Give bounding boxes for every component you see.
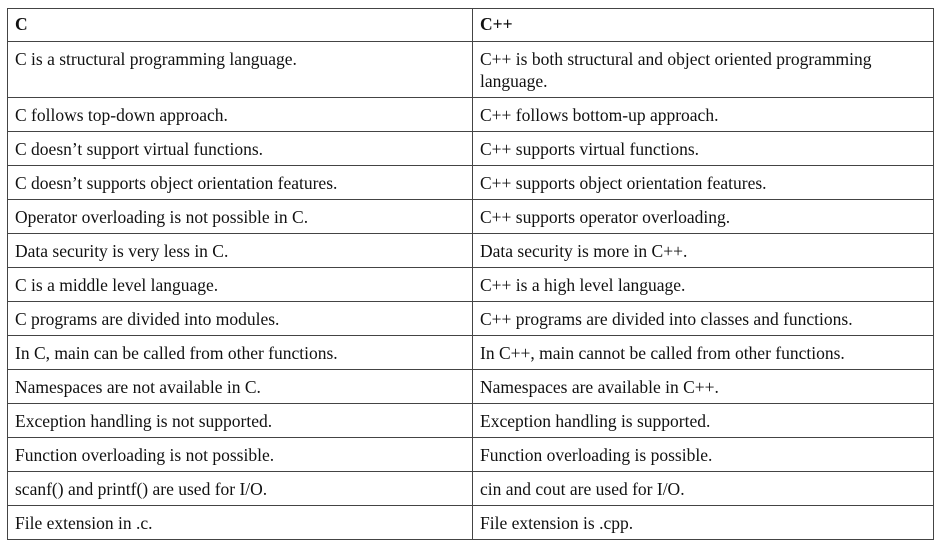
cell-c: C doesn’t supports object orientation fe… bbox=[7, 165, 473, 200]
cell-cpp: Data security is more in C++. bbox=[472, 233, 934, 268]
comparison-table-container: C C++ C is a structural programming lang… bbox=[7, 8, 934, 540]
table-row: C is a middle level language. C++ is a h… bbox=[7, 267, 934, 302]
header-row: C C++ bbox=[7, 8, 934, 42]
cell-cpp: C++ supports operator overloading. bbox=[472, 199, 934, 234]
cell-c: Exception handling is not supported. bbox=[7, 403, 473, 438]
table-row: Function overloading is not possible. Fu… bbox=[7, 437, 934, 472]
cell-c: Data security is very less in C. bbox=[7, 233, 473, 268]
cell-c: File extension in .c. bbox=[7, 505, 473, 540]
cell-c: scanf() and printf() are used for I/O. bbox=[7, 471, 473, 506]
cell-c: C follows top-down approach. bbox=[7, 97, 473, 132]
table-row: scanf() and printf() are used for I/O. c… bbox=[7, 471, 934, 506]
table-row: Namespaces are not available in C. Names… bbox=[7, 369, 934, 404]
header-c: C bbox=[7, 8, 473, 42]
cell-cpp: In C++, main cannot be called from other… bbox=[472, 335, 934, 370]
cell-cpp: C++ supports virtual functions. bbox=[472, 131, 934, 166]
cell-cpp: C++ follows bottom-up approach. bbox=[472, 97, 934, 132]
cell-c: C is a middle level language. bbox=[7, 267, 473, 302]
header-cpp: C++ bbox=[472, 8, 934, 42]
cell-cpp: File extension is .cpp. bbox=[472, 505, 934, 540]
cell-c: In C, main can be called from other func… bbox=[7, 335, 473, 370]
cell-cpp: Namespaces are available in C++. bbox=[472, 369, 934, 404]
table-row: C doesn’t support virtual functions. C++… bbox=[7, 131, 934, 166]
cell-cpp: cin and cout are used for I/O. bbox=[472, 471, 934, 506]
cell-cpp: C++ supports object orientation features… bbox=[472, 165, 934, 200]
table-body: C is a structural programming language. … bbox=[7, 41, 934, 540]
table-row: C doesn’t supports object orientation fe… bbox=[7, 165, 934, 200]
table-header: C C++ bbox=[7, 8, 934, 42]
table-row: Data security is very less in C. Data se… bbox=[7, 233, 934, 268]
cell-c: C is a structural programming language. bbox=[7, 41, 473, 98]
cell-cpp: C++ is both structural and object orient… bbox=[472, 41, 934, 98]
cell-cpp: Function overloading is possible. bbox=[472, 437, 934, 472]
c-vs-cpp-comparison-table: C C++ C is a structural programming lang… bbox=[7, 8, 934, 540]
table-row: Exception handling is not supported. Exc… bbox=[7, 403, 934, 438]
table-row: C is a structural programming language. … bbox=[7, 41, 934, 98]
table-row: Operator overloading is not possible in … bbox=[7, 199, 934, 234]
table-row: In C, main can be called from other func… bbox=[7, 335, 934, 370]
cell-cpp: C++ is a high level language. bbox=[472, 267, 934, 302]
cell-c: Function overloading is not possible. bbox=[7, 437, 473, 472]
table-row: File extension in .c. File extension is … bbox=[7, 505, 934, 540]
table-row: C follows top-down approach. C++ follows… bbox=[7, 97, 934, 132]
cell-c: C programs are divided into modules. bbox=[7, 301, 473, 336]
cell-cpp: Exception handling is supported. bbox=[472, 403, 934, 438]
cell-c: Namespaces are not available in C. bbox=[7, 369, 473, 404]
cell-c: Operator overloading is not possible in … bbox=[7, 199, 473, 234]
table-row: C programs are divided into modules. C++… bbox=[7, 301, 934, 336]
cell-c: C doesn’t support virtual functions. bbox=[7, 131, 473, 166]
cell-cpp: C++ programs are divided into classes an… bbox=[472, 301, 934, 336]
